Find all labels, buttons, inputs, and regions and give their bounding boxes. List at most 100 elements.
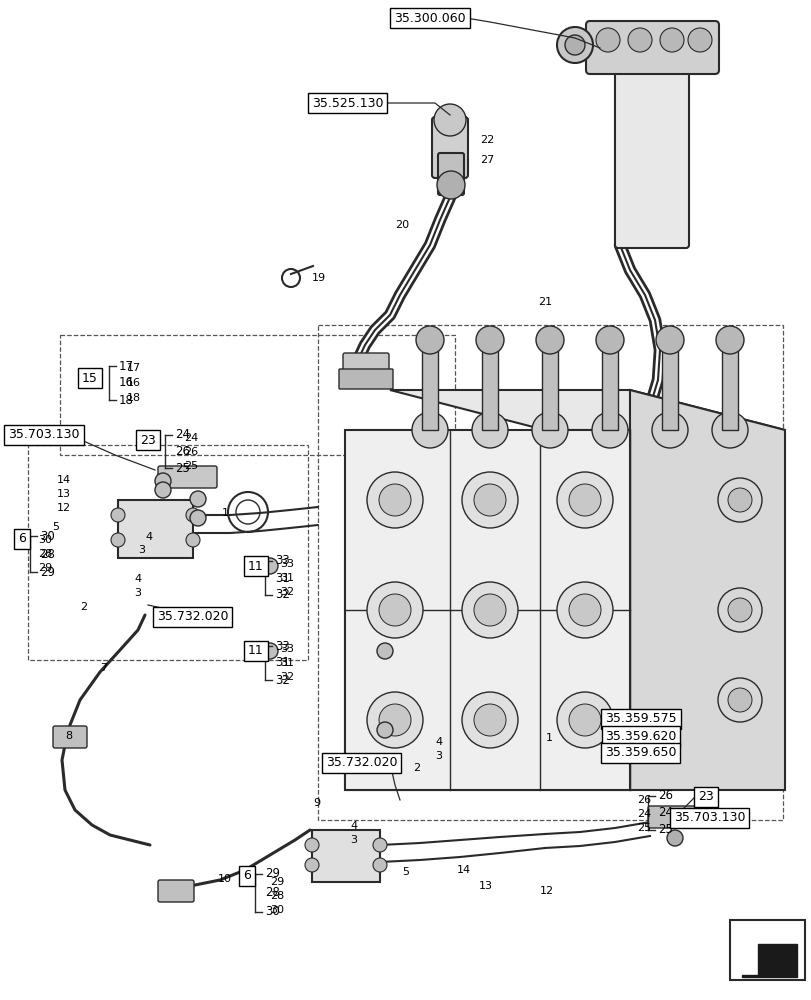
Circle shape (155, 482, 171, 498)
Text: 31: 31 (275, 572, 290, 584)
Text: 18: 18 (127, 393, 141, 403)
Circle shape (687, 28, 711, 52)
Text: 2: 2 (80, 602, 87, 612)
Text: 31: 31 (280, 573, 294, 583)
Text: 30: 30 (264, 905, 280, 918)
Polygon shape (629, 390, 784, 790)
Text: 35.359.620: 35.359.620 (604, 730, 676, 742)
Circle shape (111, 508, 125, 522)
Circle shape (190, 491, 206, 507)
Circle shape (461, 582, 517, 638)
Text: 14: 14 (457, 865, 470, 875)
Text: 8: 8 (65, 731, 72, 741)
Polygon shape (345, 430, 629, 790)
Circle shape (461, 692, 517, 748)
Text: 6: 6 (18, 532, 26, 546)
Circle shape (155, 473, 171, 489)
Circle shape (186, 533, 200, 547)
Text: 35.732.020: 35.732.020 (157, 610, 229, 624)
FancyBboxPatch shape (53, 726, 87, 748)
Text: 3: 3 (134, 588, 141, 598)
Text: 14: 14 (57, 475, 71, 485)
Text: 26: 26 (184, 447, 198, 457)
Text: 28: 28 (40, 548, 55, 560)
Text: 4: 4 (134, 574, 141, 584)
Circle shape (379, 704, 410, 736)
Text: 33: 33 (275, 554, 290, 568)
Text: 21: 21 (538, 297, 551, 307)
Text: 2: 2 (413, 763, 419, 773)
Circle shape (655, 326, 683, 354)
Text: 28: 28 (264, 886, 280, 899)
FancyBboxPatch shape (158, 466, 217, 488)
Circle shape (471, 412, 508, 448)
Text: 35.732.020: 35.732.020 (326, 756, 397, 770)
Text: 7: 7 (100, 663, 107, 673)
Circle shape (659, 28, 683, 52)
Text: 1: 1 (545, 733, 552, 743)
Circle shape (591, 412, 627, 448)
Circle shape (651, 412, 687, 448)
Circle shape (595, 326, 623, 354)
Circle shape (556, 27, 592, 63)
Text: 16: 16 (119, 376, 134, 389)
Text: 15: 15 (82, 371, 98, 384)
Circle shape (717, 588, 761, 632)
Text: 35.703.130: 35.703.130 (8, 428, 79, 442)
Text: 35.525.130: 35.525.130 (312, 97, 384, 110)
Circle shape (367, 472, 423, 528)
Circle shape (186, 508, 200, 522)
FancyBboxPatch shape (158, 880, 194, 902)
Circle shape (367, 582, 423, 638)
Text: 4: 4 (350, 821, 357, 831)
Circle shape (367, 692, 423, 748)
Circle shape (711, 412, 747, 448)
FancyBboxPatch shape (311, 830, 380, 882)
FancyBboxPatch shape (431, 117, 467, 178)
Circle shape (715, 326, 743, 354)
Text: 33: 33 (280, 644, 294, 654)
Text: 26: 26 (657, 789, 672, 802)
Text: 32: 32 (280, 587, 294, 597)
FancyBboxPatch shape (729, 920, 804, 980)
Text: 3: 3 (138, 545, 145, 555)
Text: 29: 29 (264, 867, 280, 880)
Circle shape (556, 582, 612, 638)
Text: 13: 13 (57, 489, 71, 499)
Text: 25: 25 (184, 461, 198, 471)
Circle shape (379, 484, 410, 516)
Text: 24: 24 (636, 809, 650, 819)
Circle shape (717, 478, 761, 522)
Text: 30: 30 (40, 530, 54, 542)
Circle shape (595, 28, 620, 52)
Circle shape (372, 858, 387, 872)
Text: 31: 31 (280, 658, 294, 668)
Circle shape (717, 678, 761, 722)
Text: 32: 32 (275, 588, 290, 601)
Circle shape (475, 326, 504, 354)
Text: 25: 25 (657, 823, 672, 836)
Circle shape (474, 484, 505, 516)
Text: 32: 32 (280, 672, 294, 682)
Text: 25: 25 (636, 823, 650, 833)
FancyBboxPatch shape (118, 500, 193, 558)
Circle shape (305, 838, 319, 852)
Circle shape (433, 104, 466, 136)
Text: 3: 3 (350, 835, 357, 845)
Circle shape (531, 412, 568, 448)
Text: 5: 5 (52, 522, 59, 532)
FancyBboxPatch shape (437, 153, 463, 195)
Text: 17: 17 (119, 360, 134, 372)
FancyBboxPatch shape (721, 340, 737, 430)
Circle shape (556, 692, 612, 748)
Circle shape (436, 171, 465, 199)
Text: 24: 24 (184, 433, 198, 443)
Circle shape (411, 412, 448, 448)
Text: 35.300.060: 35.300.060 (393, 12, 466, 25)
FancyBboxPatch shape (586, 21, 718, 74)
Polygon shape (389, 390, 784, 430)
Text: 24: 24 (657, 806, 672, 819)
Circle shape (415, 326, 444, 354)
Text: 17: 17 (127, 363, 141, 373)
Circle shape (569, 704, 600, 736)
